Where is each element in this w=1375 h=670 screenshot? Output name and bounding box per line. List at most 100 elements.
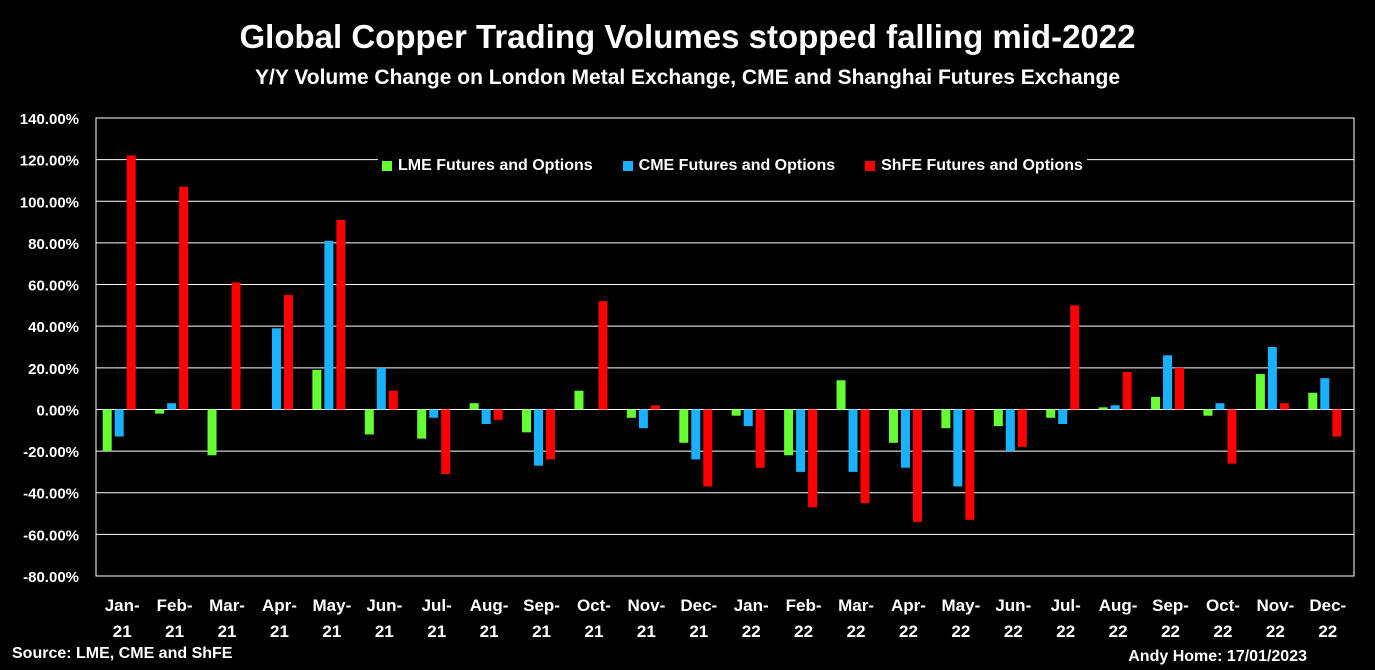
bar-lme	[312, 369, 322, 410]
bar-lme	[1255, 374, 1265, 410]
bar-shfe	[650, 405, 660, 410]
x-tick-label-year: 21	[532, 622, 551, 641]
bar-lme	[1308, 392, 1318, 410]
bar-cme	[1267, 347, 1277, 410]
source-note: Source: LME, CME and ShFE	[12, 645, 233, 662]
y-tick-label: 100.00%	[20, 194, 79, 211]
x-tick-label-month: Sep-	[523, 596, 560, 615]
bar-shfe	[1332, 409, 1342, 437]
x-tick-label-month: Jun-	[366, 596, 402, 615]
y-tick-label: 0.00%	[36, 402, 79, 419]
chart-title: Global Copper Trading Volumes stopped fa…	[239, 18, 1136, 55]
x-tick-label-month: Aug-	[470, 596, 509, 615]
legend-swatch-shfe	[865, 161, 876, 171]
bar-cme	[481, 409, 491, 425]
x-tick-label-month: Jan-	[734, 596, 769, 615]
bar-shfe	[231, 282, 241, 410]
y-tick-label: -80.00%	[23, 569, 79, 586]
bar-cme	[1005, 409, 1015, 452]
bar-cme	[534, 409, 544, 466]
x-tick-label-month: Aug-	[1099, 596, 1138, 615]
x-tick-label-year: 21	[375, 622, 394, 641]
bar-cme	[1320, 378, 1330, 410]
legend-item-cme: CME Futures and Options	[622, 157, 836, 175]
bar-cme	[271, 328, 281, 410]
bar-shfe	[493, 409, 503, 420]
bar-lme	[1203, 409, 1213, 416]
x-tick-label-month: Dec-	[1309, 596, 1346, 615]
x-tick-label-month: Feb-	[157, 596, 193, 615]
bar-cme	[1058, 409, 1068, 425]
bar-shfe	[441, 409, 451, 474]
x-tick-label-month: Mar-	[838, 596, 874, 615]
y-tick-label: -20.00%	[23, 444, 79, 461]
bar-shfe	[912, 409, 922, 522]
bar-shfe	[546, 409, 556, 460]
bar-lme	[1098, 407, 1108, 410]
x-tick-label-year: 21	[637, 622, 656, 641]
bar-shfe	[1279, 403, 1289, 410]
y-tick-label: 140.00%	[20, 111, 79, 128]
x-tick-label-year: 22	[899, 622, 918, 641]
x-tick-label-year: 21	[113, 622, 132, 641]
x-tick-label-month: Jun-	[995, 596, 1031, 615]
bar-shfe	[283, 294, 293, 410]
bar-lme	[731, 409, 741, 416]
x-tick-label-month: Jul-	[422, 596, 452, 615]
bar-lme	[1046, 409, 1056, 418]
bar-cme	[167, 403, 177, 410]
bar-lme	[1151, 396, 1161, 410]
bar-lme	[522, 409, 532, 433]
bar-shfe	[965, 409, 975, 520]
x-tick-label-year: 22	[1213, 622, 1232, 641]
author-note: Andy Home: 17/01/2023	[1128, 648, 1307, 665]
bar-lme	[469, 403, 479, 410]
x-tick-label-month: May-	[313, 596, 352, 615]
bar-shfe	[388, 390, 398, 410]
x-tick-label-month: Apr-	[262, 596, 297, 615]
bar-lme	[574, 390, 584, 410]
plot-area	[95, 117, 1355, 577]
bar-cme	[429, 409, 439, 418]
legend-label-cme: CME Futures and Options	[638, 157, 836, 174]
y-tick-label: 60.00%	[28, 278, 79, 295]
x-tick-label-month: May-	[942, 596, 981, 615]
bar-shfe	[126, 155, 136, 410]
bar-lme	[679, 409, 689, 443]
bar-lme	[941, 409, 951, 429]
bar-lme	[207, 409, 217, 456]
x-tick-label-year: 21	[427, 622, 446, 641]
x-tick-label-year: 21	[322, 622, 341, 641]
bar-lme	[364, 409, 374, 435]
x-tick-label-year: 21	[218, 622, 237, 641]
bar-lme	[993, 409, 1003, 427]
legend-item-shfe: ShFE Futures and Options	[865, 157, 1083, 175]
bar-cme	[691, 409, 701, 460]
x-tick-label-month: Jan-	[105, 596, 140, 615]
x-tick-label-year: 21	[584, 622, 603, 641]
x-tick-label-month: Feb-	[786, 596, 822, 615]
x-tick-label-year: 21	[165, 622, 184, 641]
y-tick-label: 80.00%	[28, 236, 79, 253]
x-tick-label-year: 22	[1266, 622, 1285, 641]
x-tick-label-year: 22	[1161, 622, 1180, 641]
y-tick-label: 20.00%	[28, 361, 79, 378]
bar-lme	[102, 409, 112, 452]
x-tick-label-year: 22	[847, 622, 866, 641]
x-tick-label-year: 22	[1109, 622, 1128, 641]
x-tick-label-year: 22	[951, 622, 970, 641]
bar-shfe	[1017, 409, 1027, 447]
bar-lme	[836, 380, 846, 410]
x-tick-label-year: 21	[689, 622, 708, 641]
legend-item-lme: LME Futures and Options	[382, 157, 593, 175]
x-tick-label-year: 22	[1056, 622, 1075, 641]
x-tick-label-year: 22	[1318, 622, 1337, 641]
bar-lme	[155, 409, 165, 414]
legend-swatch-cme	[622, 161, 633, 171]
bar-cme	[114, 409, 124, 437]
x-tick-label-month: Dec-	[680, 596, 717, 615]
bar-shfe	[179, 186, 189, 410]
chart-subtitle: Y/Y Volume Change on London Metal Exchan…	[254, 66, 1120, 89]
bar-shfe	[703, 409, 713, 487]
bar-cme	[638, 409, 648, 429]
